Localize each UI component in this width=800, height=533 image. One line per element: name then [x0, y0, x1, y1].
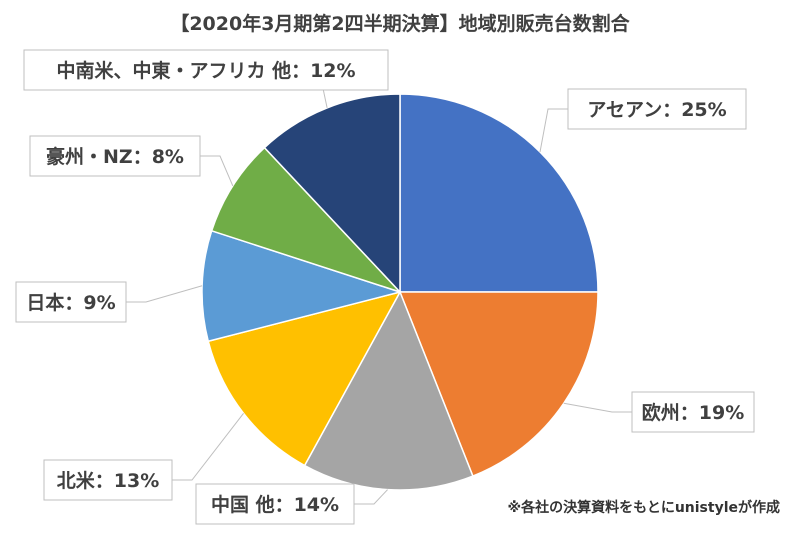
slice-labels: アセアン：25% 欧州：19% 中国 他：14% 北米：13% 日本：9% 豪州・NZ：8… [15, 49, 755, 525]
source-note: ※各社の決算資料をもとにunistyleが作成 [507, 499, 780, 516]
leader-line [354, 489, 388, 505]
leader-line [200, 155, 234, 187]
slice-label-box [195, 483, 355, 525]
slice-label: 北米：13% [57, 469, 159, 492]
pie-slice [201, 229, 403, 343]
pie-slice [263, 93, 401, 294]
slice-label: 欧州：19% [642, 401, 744, 424]
pie-slice [303, 290, 474, 491]
slice-label: 豪州・NZ：8% [46, 145, 184, 168]
slice-label-box [43, 459, 173, 501]
slice-label: 日本：9% [26, 291, 115, 314]
slice-label: 中国 他：14% [211, 493, 339, 516]
slice-label: 中南米、中東・アフリカ 他：12% [56, 59, 355, 82]
leader-line [126, 285, 203, 303]
pie-slice [399, 93, 599, 293]
leader-line [539, 108, 568, 153]
slice-label: アセアン：25% [587, 99, 726, 121]
chart-title: 【2020年3月期第2四半期決算】地域別販売台数割合 [170, 12, 630, 35]
slice-label-box [567, 88, 747, 130]
slice-label-box [29, 135, 201, 177]
leader-line [563, 402, 632, 413]
pie-slice [210, 146, 401, 293]
slice-label-box [23, 49, 389, 91]
pie-slices [201, 93, 599, 491]
slice-label-box [15, 281, 127, 323]
leader-line [172, 413, 244, 481]
slice-label-box [631, 391, 755, 433]
pie-slice [398, 291, 599, 478]
